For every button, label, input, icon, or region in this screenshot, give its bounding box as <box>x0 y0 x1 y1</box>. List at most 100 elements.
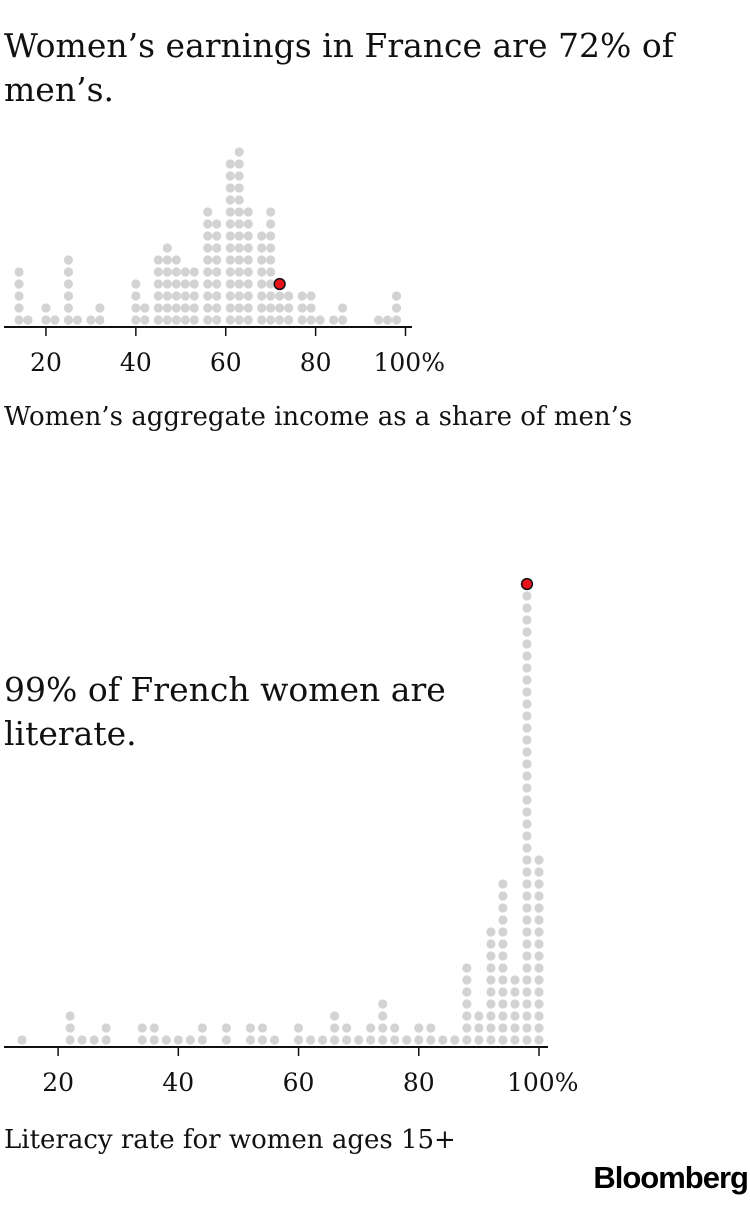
data-point <box>243 267 253 277</box>
data-point <box>534 951 544 961</box>
data-point <box>474 1023 484 1033</box>
data-point <box>297 303 307 313</box>
data-point <box>366 1023 376 1033</box>
data-point <box>212 231 222 241</box>
x-tick-label: 100% <box>507 1068 578 1097</box>
data-point <box>203 279 213 289</box>
data-point <box>149 1023 159 1033</box>
data-point <box>131 279 141 289</box>
data-point <box>534 939 544 949</box>
data-point <box>266 219 276 229</box>
data-point <box>534 915 544 925</box>
data-point <box>243 243 253 253</box>
data-point <box>203 207 213 217</box>
chart-1-x-axis-title: Women’s aggregate income as a share of m… <box>4 402 633 432</box>
data-point <box>450 1035 460 1045</box>
data-point <box>510 999 520 1009</box>
data-point <box>498 903 508 913</box>
data-point <box>189 315 199 325</box>
data-point <box>366 1035 376 1045</box>
data-point <box>534 855 544 865</box>
data-point <box>153 291 163 301</box>
data-point <box>225 207 235 217</box>
data-point <box>486 939 496 949</box>
data-point <box>234 255 244 265</box>
literacy-dot-chart: 20 40 60 80 100% <box>4 577 578 1097</box>
data-point <box>180 279 190 289</box>
x-tick-label: 40 <box>120 348 152 377</box>
data-point <box>498 1011 508 1021</box>
data-point <box>41 303 51 313</box>
data-point <box>382 315 393 325</box>
data-point <box>257 255 267 265</box>
data-point <box>225 195 235 205</box>
data-point <box>275 303 285 313</box>
data-point <box>203 267 213 277</box>
data-point <box>203 291 213 301</box>
data-point <box>153 303 163 313</box>
data-point <box>510 1023 520 1033</box>
highlight-point-france <box>520 577 534 591</box>
data-point <box>414 1023 424 1033</box>
data-point <box>462 963 472 973</box>
data-point <box>534 987 544 997</box>
data-point <box>391 291 402 301</box>
data-point <box>486 951 496 961</box>
data-point <box>180 315 190 325</box>
data-point <box>330 1023 340 1033</box>
data-point <box>266 231 276 241</box>
data-point <box>257 243 267 253</box>
data-point <box>234 303 244 313</box>
data-point <box>522 591 532 601</box>
data-point <box>390 1023 400 1033</box>
data-point <box>293 1035 304 1045</box>
data-point <box>63 255 74 265</box>
data-point <box>212 315 222 325</box>
data-point <box>522 843 532 853</box>
data-point <box>414 1035 424 1045</box>
data-point <box>498 915 508 925</box>
data-point <box>498 999 508 1009</box>
data-point <box>522 615 532 625</box>
data-point <box>63 267 74 277</box>
data-point <box>137 1035 147 1045</box>
data-point <box>180 267 190 277</box>
x-tick-label: 20 <box>42 1068 74 1097</box>
data-point <box>522 627 532 637</box>
x-tick-label: 60 <box>210 348 242 377</box>
data-point <box>534 1035 544 1045</box>
data-point <box>293 1023 304 1033</box>
data-point <box>522 687 532 697</box>
data-point <box>245 1035 256 1045</box>
data-point <box>306 303 316 313</box>
x-tick-label: 40 <box>162 1068 194 1097</box>
data-point <box>266 279 276 289</box>
data-point <box>257 231 267 241</box>
data-point <box>225 291 235 301</box>
data-point <box>212 219 222 229</box>
data-point <box>185 1035 195 1045</box>
data-point <box>522 651 532 661</box>
data-point <box>534 999 544 1009</box>
data-point <box>212 303 222 313</box>
data-point <box>486 963 496 973</box>
data-point <box>498 891 508 901</box>
chart-2-headline: 99% of French women are literate. <box>4 670 446 753</box>
data-point <box>297 315 307 325</box>
data-point <box>243 255 253 265</box>
data-point <box>23 315 33 325</box>
data-point <box>41 315 51 325</box>
data-point <box>337 315 348 325</box>
data-point <box>14 279 24 289</box>
data-point <box>221 1023 232 1033</box>
data-point <box>266 267 276 277</box>
data-point <box>510 1035 520 1045</box>
data-point <box>305 1035 316 1045</box>
data-point <box>257 303 267 313</box>
data-point <box>486 999 496 1009</box>
data-point <box>171 303 181 313</box>
data-point <box>65 1011 75 1021</box>
data-point <box>534 1023 544 1033</box>
data-point <box>243 231 253 241</box>
data-point <box>234 183 244 193</box>
